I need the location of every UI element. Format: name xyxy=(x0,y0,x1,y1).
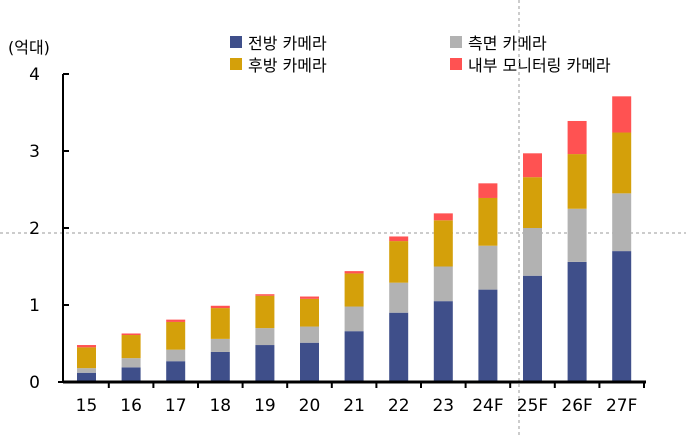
y-tick-label: 4 xyxy=(29,65,40,85)
x-tick-label: 24F xyxy=(472,396,503,416)
bar-segment xyxy=(210,338,230,352)
legend-label: 내부 모니터링 카메라 xyxy=(468,56,611,75)
bar-segment xyxy=(166,361,186,382)
legend-swatch xyxy=(230,36,242,48)
x-tick-label: 26F xyxy=(561,396,592,416)
bar-segment xyxy=(300,298,319,327)
bar-segment xyxy=(77,347,96,369)
bar-segment xyxy=(255,328,275,346)
legend-item-side: 측면 카메라 xyxy=(450,30,547,54)
legend-swatch xyxy=(450,58,462,70)
legend-swatch xyxy=(230,58,242,70)
bar-segment xyxy=(523,153,542,178)
legend-swatch xyxy=(450,36,462,48)
bar-segment xyxy=(166,349,186,362)
legend-item-front: 전방 카메라 xyxy=(230,30,327,54)
bar-segment xyxy=(433,220,453,267)
x-tick-label: 21 xyxy=(343,396,365,416)
legend-item-interior: 내부 모니터링 카메라 xyxy=(450,52,611,76)
x-tick-label: 22 xyxy=(388,396,410,416)
bar-segment xyxy=(523,275,542,382)
bar-segment xyxy=(344,271,364,274)
x-tick-label: 20 xyxy=(299,396,321,416)
bar-segment xyxy=(478,197,498,246)
legend-label: 후방 카메라 xyxy=(248,56,327,75)
bar-segment xyxy=(389,236,409,242)
legend-label: 측면 카메라 xyxy=(468,34,547,53)
bar-segment xyxy=(77,372,96,382)
bar-segment xyxy=(567,261,587,382)
bar-segment xyxy=(433,301,453,382)
bar-segment xyxy=(478,289,498,382)
x-tick-label: 19 xyxy=(254,396,276,416)
bar-segment xyxy=(523,228,542,276)
bar-segment xyxy=(121,358,141,368)
y-tick-label: 0 xyxy=(29,373,40,393)
bar-segment xyxy=(389,282,409,313)
bar-segment xyxy=(612,251,632,382)
y-tick-label: 2 xyxy=(29,219,40,239)
bar-segment xyxy=(121,333,141,336)
bar-segment xyxy=(77,368,96,373)
bar-segment xyxy=(300,326,319,343)
y-tick-label: 3 xyxy=(29,142,40,162)
bar-segment xyxy=(344,331,364,382)
bar-segment xyxy=(300,296,319,299)
x-tick-label: 23 xyxy=(432,396,454,416)
bar-segment xyxy=(255,294,275,296)
bar-segment xyxy=(612,132,632,194)
bar-segment xyxy=(478,183,498,198)
bar-segment xyxy=(77,345,96,348)
y-tick-label: 1 xyxy=(29,296,40,316)
legend-item-rear: 후방 카메라 xyxy=(230,52,327,76)
bar-segment xyxy=(121,367,141,382)
bar-segment xyxy=(166,319,186,322)
bar-segment xyxy=(567,120,587,155)
bar-segment xyxy=(478,245,498,290)
bar-segment xyxy=(389,241,409,283)
bar-segment xyxy=(433,266,453,302)
bar-segment xyxy=(344,273,364,307)
bar-segment xyxy=(210,351,230,382)
bar-segment xyxy=(344,306,364,332)
bar-segment xyxy=(389,312,409,382)
bar-segment xyxy=(523,177,542,228)
bar-segment xyxy=(121,335,141,359)
x-tick-label: 16 xyxy=(120,396,142,416)
bar-segment xyxy=(612,193,632,252)
bar-segment xyxy=(255,295,275,329)
bar-segment xyxy=(210,308,230,339)
x-tick-label: 15 xyxy=(76,396,98,416)
unit-label: (억대) xyxy=(8,38,50,57)
bar-segment xyxy=(433,213,453,221)
legend-label: 전방 카메라 xyxy=(248,34,327,53)
bar-segment xyxy=(300,342,319,382)
bar-segment xyxy=(567,154,587,209)
x-tick-label: 18 xyxy=(209,396,231,416)
x-tick-label: 27F xyxy=(606,396,637,416)
bar-segment xyxy=(612,96,632,133)
bar-segment xyxy=(210,305,230,309)
bar-segment xyxy=(255,345,275,382)
bar-segment xyxy=(166,321,186,350)
x-tick-label: 25F xyxy=(517,396,548,416)
x-tick-label: 17 xyxy=(165,396,187,416)
bar-segment xyxy=(567,208,587,262)
